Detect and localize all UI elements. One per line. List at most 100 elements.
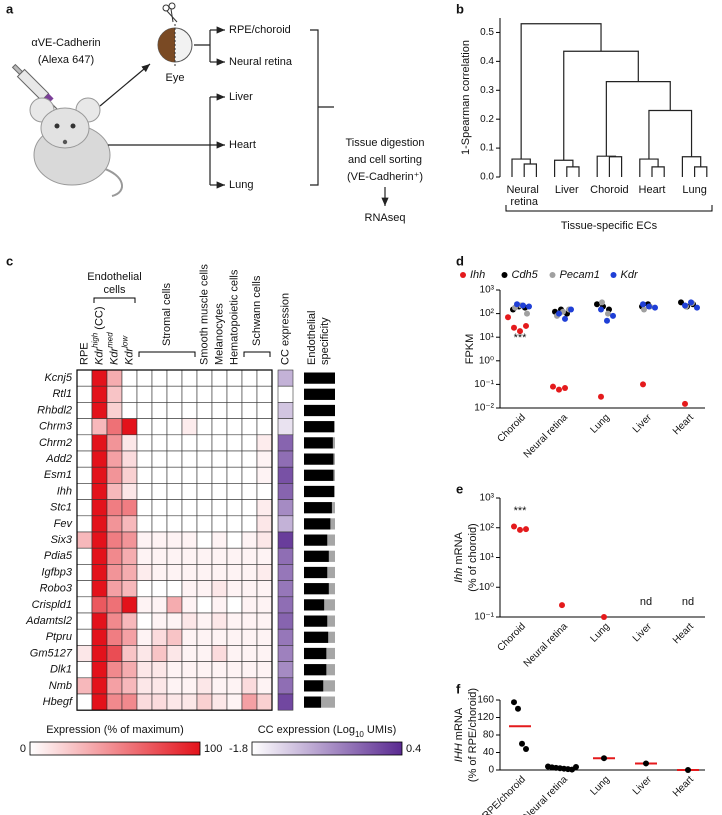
data-point [646,303,652,310]
heatmap-cell [136,547,153,565]
cc-cell [277,564,294,581]
column-label: specificity [319,317,331,365]
scale-label: Expression (% of maximum) [46,724,184,736]
heatmap-cell [106,369,123,387]
process-step: and cell sorting [348,154,422,166]
data-point [568,306,574,313]
dendrogram-link [681,156,702,177]
heatmap-cell [181,499,198,517]
scale-label-part: UMIs) [364,724,396,736]
group-label: cells [103,284,126,296]
heatmap-cell [181,661,198,679]
heatmap-cell [76,645,93,662]
data-point [598,306,604,313]
dendrogram-link [520,23,602,160]
panel-label: e [456,481,463,496]
y-axis-label: IHH mRNA [453,707,465,762]
x-tick-label: Lung [588,412,612,436]
heatmap-cell [151,466,168,484]
column-label: Hematopoietic cells [228,269,240,365]
heatmap-cell [121,677,138,695]
heatmap-cell [106,677,123,695]
heatmap-cell [76,466,93,484]
heatmap-cell [256,369,273,387]
row-label: Gm5127 [30,647,73,659]
x-tick-label-line: Heart [639,184,666,196]
cc-cell [277,402,294,419]
data-point [641,306,647,313]
heatmap-cell [226,483,243,500]
heatmap-cell [181,564,198,581]
x-tick-label-line: Lung [682,184,706,196]
heatmap-cell [76,385,93,403]
heatmap-cell [121,499,138,517]
organ: Lung [229,179,253,191]
data-point [682,302,688,309]
heatmap-cell [121,580,138,598]
heatmap-cell [76,677,93,695]
heatmap-cell [181,628,198,646]
cc-cell [277,645,294,662]
heatmap-cell [211,483,228,500]
heatmap-cell [226,693,243,711]
cc-cell [277,369,294,387]
heatmap-cell [76,515,93,533]
heatmap-cell [181,418,198,436]
heatmap-cell [241,499,258,517]
heatmap-cell [241,645,258,662]
heatmap-cell [226,418,243,436]
y-axis-label: FPKM [464,334,476,365]
x-tick-label: Liver [555,184,579,196]
heatmap-cell [166,515,183,533]
heatmap-cell [241,515,258,533]
scale-tick-label: 0.4 [406,743,421,755]
heatmap-cell [181,547,198,565]
y-tick-label: 10² [480,308,495,319]
annotation: *** [514,505,528,517]
column-label: Melanocytes [213,303,225,365]
heatmap-cell [136,385,153,403]
data-point [523,322,529,329]
cc-cell [277,531,294,549]
heatmap-cell [136,515,153,533]
cc-cell [277,596,294,614]
bracket [310,29,334,186]
x-tick-label: Liver [631,774,655,798]
heatmap-cell [121,564,138,581]
y-tick-label: 0.1 [480,143,494,154]
bracket [194,30,211,62]
annotation: nd [640,596,652,608]
data-point [601,614,607,620]
heatmap-cell [91,369,108,387]
heatmap-cell [121,661,138,679]
row-label: Hbegf [43,696,73,708]
heatmap-cell [136,418,153,436]
heatmap-cell [241,564,258,581]
cc-cell [277,515,294,533]
specificity-bar [304,469,334,481]
cc-cell [277,385,294,403]
heatmap-cell [226,564,243,581]
heatmap-cell [121,434,138,452]
heatmap-cell [226,645,243,662]
heatmap-cell [76,628,93,646]
process-step: (VE-Cadherin⁺) [347,171,423,183]
heatmap-cell [91,531,108,549]
data-point [559,602,565,609]
cc-cell [277,499,294,517]
heatmap-cell [256,531,273,549]
group-label: Schwann cells [251,275,263,346]
data-point [640,381,646,388]
heatmap-cell [91,499,108,517]
heatmap-cell [256,402,273,419]
scale-tick-label: 0 [20,743,26,755]
dendrogram-link [694,166,708,177]
heatmap-cell [196,385,213,403]
heatmap-cell [151,369,168,387]
heatmap-cell [91,402,108,419]
heatmap-cell [166,628,183,646]
row-label: Chrm2 [39,437,72,449]
specificity-bar [304,696,322,708]
legend-marker [501,272,508,278]
heatmap-border [76,369,273,711]
